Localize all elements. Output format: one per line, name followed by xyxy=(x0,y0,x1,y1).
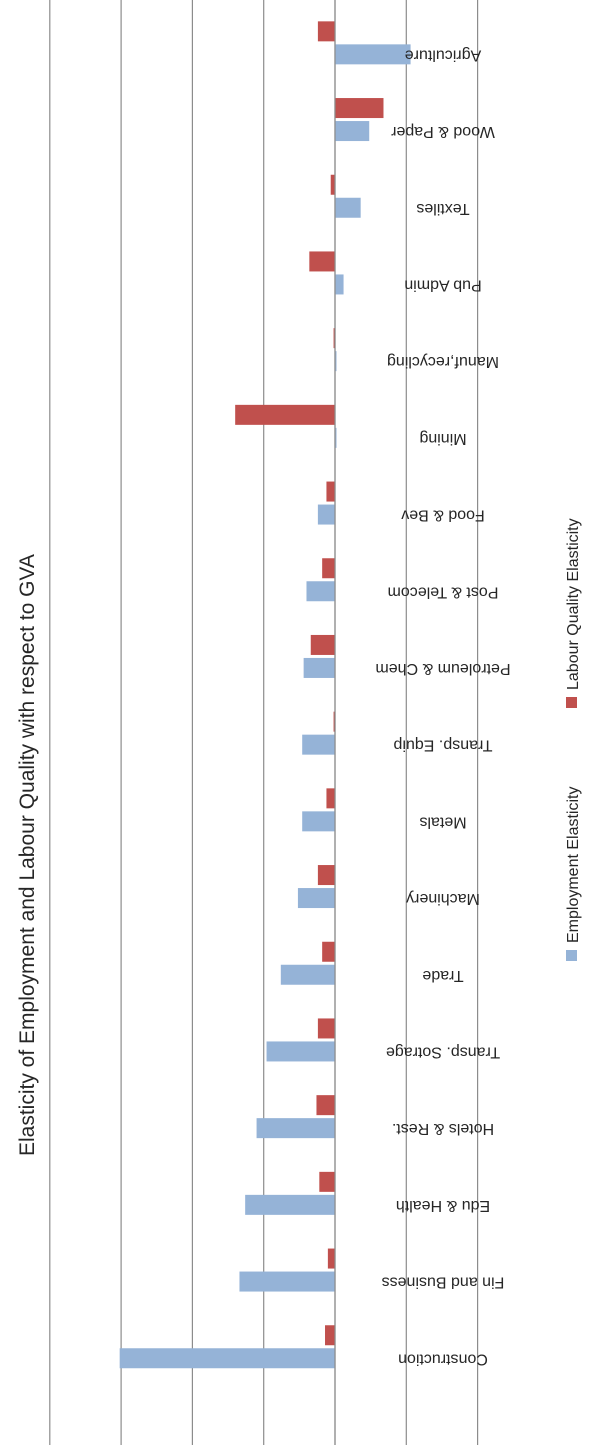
legend-swatch-labour-quality xyxy=(566,697,577,708)
category-label: Construction xyxy=(398,1350,488,1367)
bar-employment xyxy=(302,811,335,832)
legend-swatch-employment xyxy=(566,950,577,961)
category-label: Transp. Equip xyxy=(393,737,492,754)
bar-labour-quality xyxy=(322,558,335,579)
bar-labour-quality xyxy=(335,98,384,119)
bar-labour-quality xyxy=(235,404,335,425)
legend-label-labour-quality: Labour Quality Elasticity xyxy=(565,518,582,690)
bar-labour-quality xyxy=(316,1095,335,1116)
bar-employment xyxy=(335,44,411,65)
category-label: Trade xyxy=(422,967,463,984)
bar-employment xyxy=(266,1041,335,1062)
bar-employment xyxy=(119,1348,335,1369)
bar-labour-quality xyxy=(317,21,335,42)
bar-labour-quality xyxy=(317,1018,335,1039)
category-label: Fin and Business xyxy=(382,1274,505,1291)
category-label: Petroleum & Chem xyxy=(375,660,510,677)
chart-title-wrap: Elasticity of Employment and Labour Qual… xyxy=(16,0,46,1445)
bar-employment xyxy=(302,734,335,755)
bar-labour-quality xyxy=(310,634,335,655)
bar-labour-quality xyxy=(333,711,336,732)
bar-labour-quality xyxy=(327,1248,335,1269)
category-label: Manuf,recycling xyxy=(387,353,499,370)
bar-employment xyxy=(280,964,335,985)
bar-employment xyxy=(335,351,337,372)
category-label: Edu & Health xyxy=(396,1197,490,1214)
category-label: Textiles xyxy=(416,200,469,217)
category-label: Post & Telecom xyxy=(388,583,499,600)
bar-employment xyxy=(317,504,335,525)
bar-labour-quality xyxy=(333,328,336,349)
category-label: Wood & Paper xyxy=(390,123,494,140)
category-label: Machinery xyxy=(406,890,480,907)
category-label: Pub Admin xyxy=(404,276,481,293)
category-label: Metals xyxy=(419,813,466,830)
bar-labour-quality xyxy=(326,481,335,502)
legend-label-employment: Employment Elasticity xyxy=(565,787,582,944)
category-label: Transp. Sotrage xyxy=(386,1043,500,1060)
category-label: Mining xyxy=(419,430,466,447)
category-label: Hotels & Rest. xyxy=(392,1120,494,1137)
bar-employment xyxy=(303,657,335,678)
bar-employment xyxy=(335,121,370,142)
bar-labour-quality xyxy=(325,1325,335,1346)
bar-labour-quality xyxy=(326,788,335,809)
category-label: Agriculture xyxy=(405,46,482,63)
bar-labour-quality xyxy=(317,865,335,886)
bar-employment xyxy=(297,888,335,909)
chart-title: Elasticity of Employment and Labour Qual… xyxy=(16,554,39,1156)
bar-labour-quality xyxy=(309,251,335,272)
bar-labour-quality xyxy=(330,174,335,195)
bar-employment xyxy=(335,274,344,295)
bar-employment xyxy=(245,1194,335,1215)
bar-employment xyxy=(306,581,335,602)
bar-labour-quality xyxy=(319,1171,335,1192)
bar-employment xyxy=(335,197,361,218)
bar-labour-quality xyxy=(322,941,335,962)
category-label: Food & Bev xyxy=(401,507,485,524)
bar-employment xyxy=(256,1118,335,1139)
bar-employment xyxy=(335,427,337,448)
bar-employment xyxy=(239,1271,335,1292)
